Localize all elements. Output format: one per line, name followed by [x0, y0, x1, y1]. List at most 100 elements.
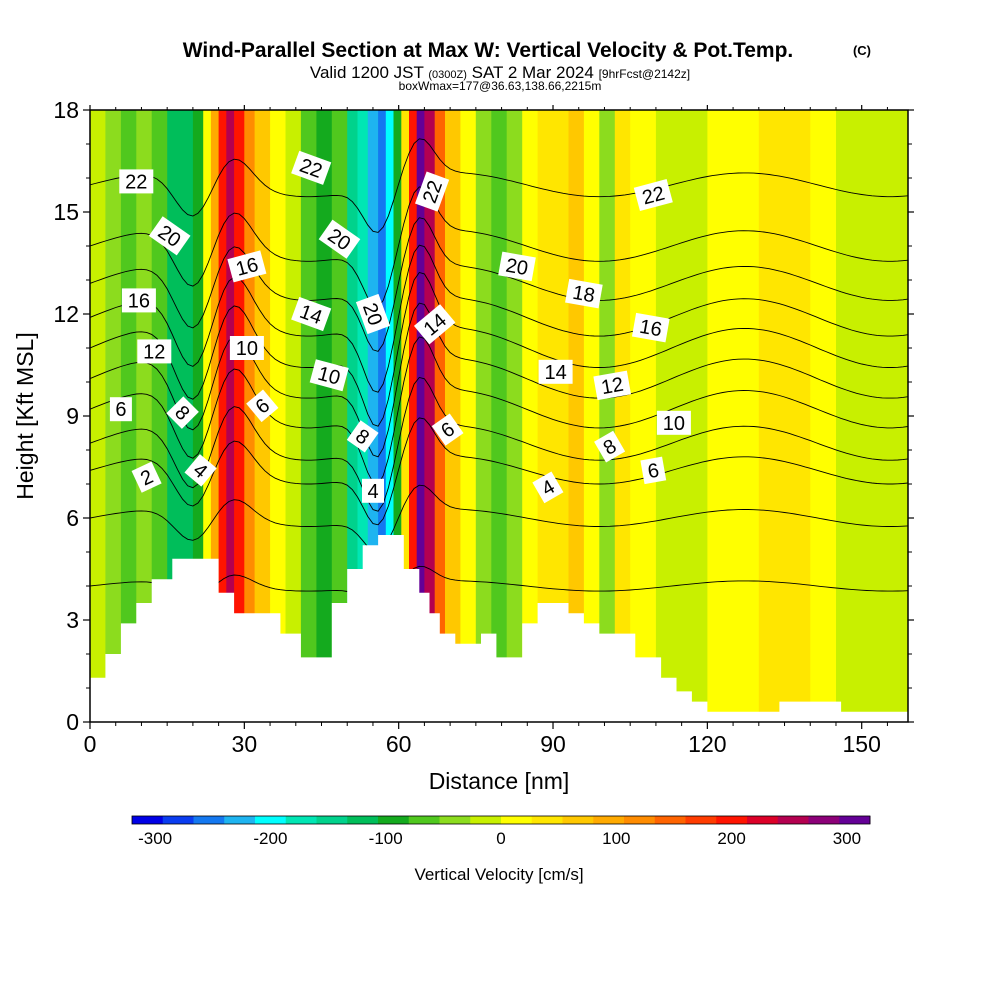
contour-label: 4: [532, 471, 564, 504]
x-axis-label: Distance [nm]: [429, 768, 570, 794]
x-tick-label: 30: [232, 731, 258, 757]
chart-title: Wind-Parallel Section at Max W: Vertical…: [183, 39, 794, 62]
w-band: [460, 110, 477, 722]
y-tick-label: 3: [66, 607, 79, 633]
w-band: [409, 110, 418, 722]
w-band: [210, 110, 220, 722]
contour-label-text: 6: [646, 460, 661, 484]
w-band: [537, 110, 554, 722]
theta-contour: [90, 565, 908, 607]
w-band: [424, 110, 436, 722]
y-tick-label: 18: [53, 97, 79, 123]
w-band: [630, 110, 657, 722]
colorbar-swatch: [162, 816, 194, 824]
colorbar-swatch: [316, 816, 348, 824]
theta-contour: [90, 302, 908, 458]
terrain-mask: [90, 535, 908, 722]
colorbar-swatch: [777, 816, 809, 824]
w-band: [367, 110, 379, 722]
contour-label-text: 18: [571, 282, 597, 308]
colorbar-swatch: [255, 816, 287, 824]
colorbar-tick-label: 300: [833, 829, 861, 848]
w-band: [316, 110, 333, 722]
colorbar-tick-label: -100: [369, 829, 403, 848]
w-band: [203, 110, 212, 722]
contour-label-text: 4: [367, 481, 378, 503]
w-band: [385, 110, 395, 722]
contour-label-text: 12: [143, 341, 165, 363]
contour-label: 4: [184, 454, 217, 487]
contour-label: 18: [565, 278, 603, 309]
w-band: [234, 110, 245, 722]
contour-label: 12: [137, 339, 172, 364]
contour-label: 4: [362, 478, 384, 503]
w-band: [151, 110, 168, 722]
colorbar-swatch: [593, 816, 625, 824]
w-band: [445, 110, 461, 722]
w-band: [416, 110, 425, 722]
w-band: [401, 110, 410, 722]
contour-label-text: 14: [544, 362, 566, 384]
y-tick-label: 9: [66, 403, 79, 429]
colorbar-swatch: [562, 816, 594, 824]
y-tick-label: 6: [66, 505, 79, 531]
contour-label-text: 16: [638, 316, 664, 342]
w-band: [347, 110, 359, 722]
x-tick-label: 60: [386, 731, 412, 757]
colorbar-swatch: [347, 816, 379, 824]
contour-label: 8: [594, 430, 626, 463]
colorbar-swatch: [378, 816, 410, 824]
contour-label: 6: [109, 397, 132, 422]
w-band: [733, 110, 760, 722]
contour-label: 8: [166, 396, 199, 429]
colorbar-swatch: [685, 816, 717, 824]
colorbar-swatch: [439, 816, 471, 824]
theta-contour: [90, 376, 908, 512]
w-band: [599, 110, 616, 722]
w-band: [270, 110, 287, 722]
w-band: [583, 110, 600, 722]
y-tick-label: 12: [53, 301, 79, 327]
x-tick-label: 0: [84, 731, 97, 757]
colorbar-swatch: [839, 816, 871, 824]
w-band: [707, 110, 734, 722]
theta-contour: [90, 138, 908, 233]
colorbar-swatch: [470, 816, 502, 824]
contour-label: 14: [413, 304, 456, 345]
colorbar-swatch: [224, 816, 256, 824]
contour-label: 16: [631, 312, 670, 343]
colorbar-tick-label: 200: [717, 829, 745, 848]
colorbar-swatch: [654, 816, 686, 824]
w-band: [491, 110, 508, 722]
theta-contour: [90, 271, 908, 427]
w-band: [553, 110, 569, 722]
w-band: [568, 110, 585, 722]
y-tick-label: 0: [66, 709, 79, 735]
colorbar-tick-label: 0: [496, 829, 505, 848]
colorbar-swatch: [531, 816, 563, 824]
colorbar-tick-label: -200: [253, 829, 287, 848]
w-band: [861, 110, 888, 722]
contour-label: 20: [355, 293, 391, 335]
theta-contour: [90, 186, 908, 308]
contour-label: 12: [593, 370, 632, 401]
colorbar-tick-label: 100: [602, 829, 630, 848]
colorbar-swatch: [716, 816, 748, 824]
contour-label: 8: [346, 420, 379, 453]
w-band: [244, 110, 256, 722]
colorbar-swatch: [193, 816, 225, 824]
w-band: [810, 110, 837, 722]
contour-label: 6: [246, 389, 279, 423]
w-band: [887, 110, 908, 722]
w-band: [378, 110, 387, 722]
contour-label: 22: [119, 169, 154, 194]
theta-contour: [90, 484, 908, 553]
x-tick-label: 90: [540, 731, 566, 757]
x-tick-label: 150: [843, 731, 881, 757]
w-band: [836, 110, 863, 722]
contour-label-text: 12: [600, 374, 626, 400]
copyright-mark: (C): [853, 43, 871, 58]
w-band: [506, 110, 523, 722]
x-tick-label: 120: [688, 731, 726, 757]
